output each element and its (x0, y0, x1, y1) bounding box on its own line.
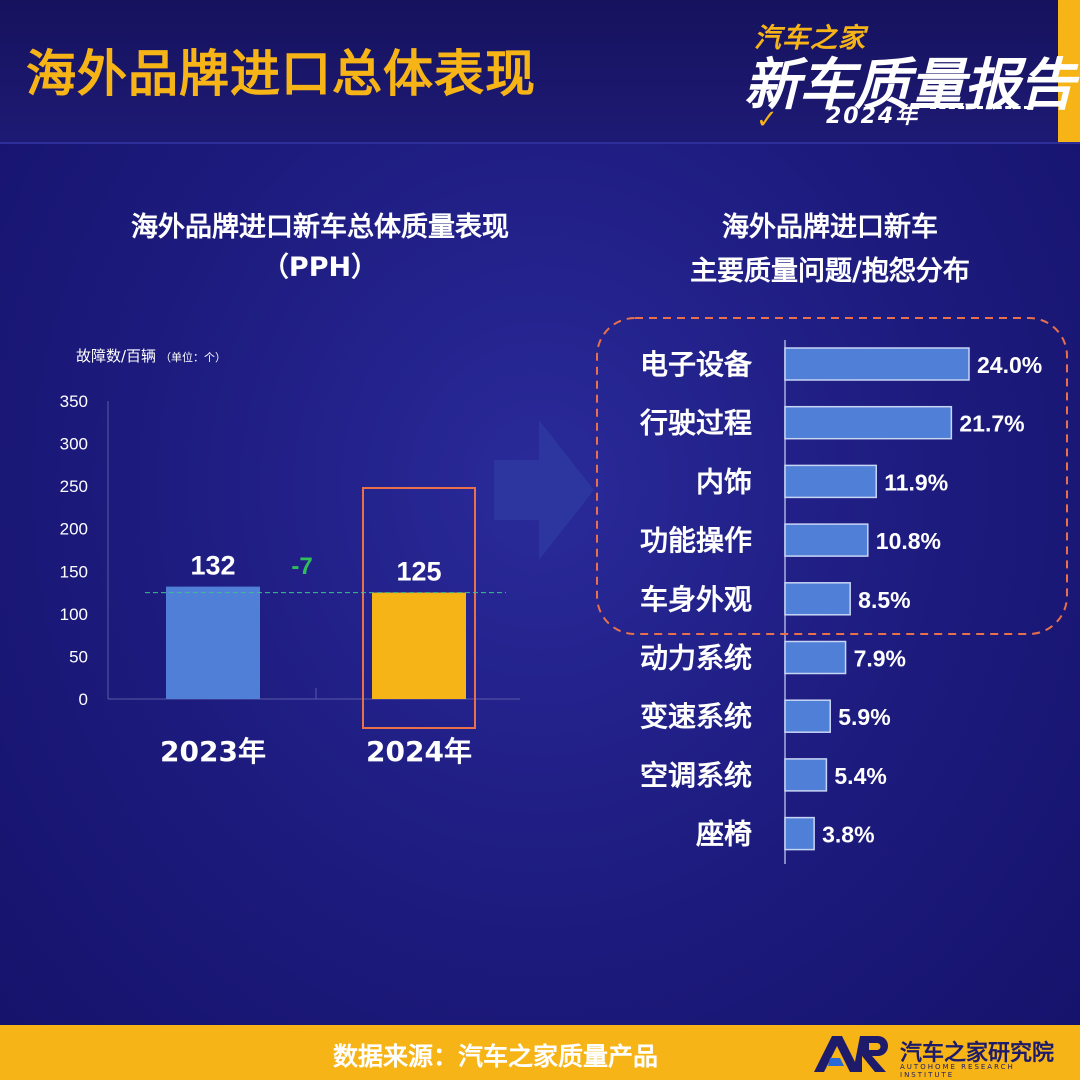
left-chart-title: 海外品牌进口新车总体质量表现 （PPH） (60, 208, 580, 288)
hbar-category-label: 变速系统 (640, 700, 752, 733)
right-chart-title-line2: 主要质量问题/抱怨分布 (690, 256, 970, 287)
left-chart-title-line2: （PPH） (261, 252, 379, 283)
hbar-data-label: 21.7% (959, 411, 1024, 437)
institute-logo: 汽车之家研究院 AUTOHOME RESEARCH INSTITUTE (810, 1030, 1072, 1079)
hbar-category-label: 电子设备 (640, 348, 753, 381)
top5-highlight-frame (596, 317, 1068, 635)
hbar-data-label: 8.5% (858, 587, 910, 613)
y-tick-label: 200 (60, 520, 88, 539)
logo-year: 2024年 (826, 104, 920, 129)
y-tick-label: 50 (69, 647, 88, 666)
header-band (0, 0, 1080, 142)
logo-brand: 汽车之家 (754, 23, 866, 54)
hbar-category-label: 动力系统 (640, 642, 752, 675)
right-chart-title-line1: 海外品牌进口新车 (722, 212, 938, 243)
hbar-data-label: 10.8% (876, 528, 941, 554)
bar-data-label: 125 (396, 557, 441, 587)
left-chart-title-line1: 海外品牌进口新车总体质量表现 (131, 212, 509, 243)
hbar-电子设备 (784, 347, 970, 381)
hbar-category-label: 空调系统 (640, 759, 752, 792)
bar-2023年 (166, 586, 260, 699)
y-tick-label: 100 (60, 605, 88, 624)
y-tick-label: 0 (79, 690, 88, 709)
hbar-data-label: 5.4% (834, 763, 886, 789)
hbar-category-label: 内饰 (696, 465, 752, 498)
institute-subtitle: AUTOHOME RESEARCH INSTITUTE (900, 1063, 1015, 1079)
logo-dashes (930, 106, 1030, 113)
x-category-label: 2024年 (366, 735, 472, 768)
y-tick-label: 300 (60, 435, 88, 454)
data-source: 数据来源：汽车之家质量产品 (333, 1042, 659, 1071)
highlight-frame-2024 (362, 487, 476, 729)
bar-2024年 (372, 592, 466, 699)
hbar-data-label: 3.8% (822, 822, 874, 848)
institute-name: 汽车之家研究院 (900, 1041, 1055, 1066)
hbar-动力系统 (784, 640, 847, 675)
y-axis-unit-label: 故障数/百辆 （单位：个） (76, 345, 226, 366)
hbar-data-label: 11.9% (884, 469, 948, 495)
arrow-right-icon (494, 420, 594, 560)
hbar-空调系统 (784, 758, 828, 792)
checkmark-icon: ✓ (756, 105, 778, 135)
hbar-data-label: 7.9% (854, 646, 906, 672)
hbar-行驶过程 (784, 405, 953, 440)
hbar-座椅 (784, 816, 815, 851)
hbar-功能操作 (784, 523, 869, 557)
hbar-category-label: 行驶过程 (639, 407, 752, 440)
header-divider (0, 142, 1080, 144)
y-axis-unit-note: （单位：个） (160, 351, 227, 364)
bar-data-label: 132 (190, 551, 235, 581)
page-title: 海外品牌进口总体表现 (26, 45, 536, 103)
footer-band (0, 1025, 1080, 1080)
hbar-category-label: 座椅 (696, 818, 752, 851)
hbar-变速系统 (784, 699, 831, 733)
accent-stripe (1058, 0, 1080, 142)
report-logo: 汽车之家 新车质量报告 ✓ 2024年 (740, 10, 1075, 135)
hbar-data-label: 5.9% (838, 704, 890, 730)
delta-label: -7 (291, 553, 312, 580)
hbar-category-label: 车身外观 (640, 583, 752, 616)
y-tick-label: 350 (60, 392, 88, 411)
x-category-label: 2023年 (160, 735, 266, 768)
hbar-category-label: 功能操作 (640, 524, 752, 557)
hbar-车身外观 (784, 582, 851, 616)
y-axis-unit: 故障数/百辆 (76, 347, 157, 365)
ar-logo-icon (814, 1036, 888, 1072)
hbar-内饰 (784, 464, 877, 499)
hbar-data-label: 24.0% (977, 352, 1042, 378)
right-chart-title: 海外品牌进口新车 主要质量问题/抱怨分布 (620, 206, 1040, 294)
y-tick-label: 150 (60, 562, 88, 581)
y-tick-label: 250 (60, 477, 88, 496)
